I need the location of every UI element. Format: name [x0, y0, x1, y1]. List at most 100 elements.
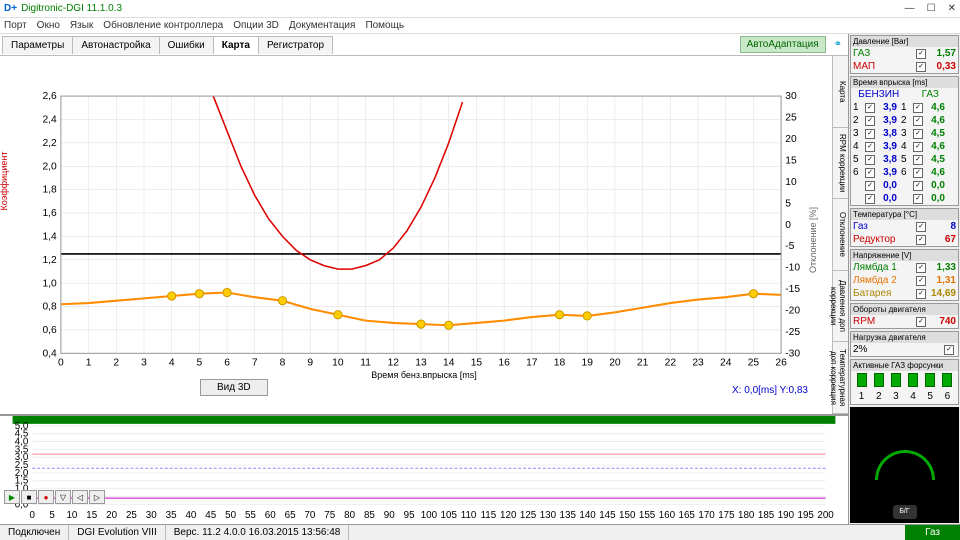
tab[interactable]: Автонастройка [72, 36, 159, 54]
svg-text:1,8: 1,8 [42, 185, 57, 196]
svg-text:30: 30 [146, 510, 157, 521]
svg-text:0,8: 0,8 [42, 302, 57, 313]
status-mode: Газ [905, 525, 960, 540]
main-chart[interactable]: 0,40,60,81,01,21,41,61,82,02,22,42,60123… [30, 62, 812, 408]
menu-item[interactable]: Документация [289, 20, 356, 31]
svg-text:170: 170 [698, 510, 715, 521]
svg-text:2,4: 2,4 [42, 115, 57, 126]
tab-bar: ПараметрыАвтонастройкаОшибкиКартаРегистр… [0, 34, 848, 56]
svg-text:-5: -5 [785, 241, 794, 252]
side-tab[interactable]: Температурная доп коррекция [833, 342, 848, 414]
svg-text:4: 4 [169, 358, 175, 369]
svg-text:5: 5 [49, 510, 55, 521]
svg-text:11: 11 [360, 358, 371, 369]
panel: Давление [Bar]ГАЗ✓1,57МАП✓0,33 [850, 35, 959, 74]
maximize-icon[interactable]: ☐ [927, 3, 936, 14]
svg-text:5,0: 5,0 [15, 421, 29, 432]
svg-text:120: 120 [500, 510, 517, 521]
svg-text:155: 155 [639, 510, 656, 521]
panel: Напряжение [V]Лямбда 1✓1,33Лямбда 2✓1,31… [850, 249, 959, 301]
menubar: Порт Окно Язык Обновление контроллера Опции … [0, 18, 960, 34]
svg-text:19: 19 [582, 358, 594, 369]
svg-text:15: 15 [86, 510, 97, 521]
svg-text:2,2: 2,2 [42, 138, 57, 149]
svg-text:175: 175 [718, 510, 735, 521]
strip-btn[interactable]: ▷ [89, 490, 105, 504]
svg-text:0: 0 [58, 358, 64, 369]
svg-text:140: 140 [579, 510, 596, 521]
svg-text:7: 7 [252, 358, 258, 369]
svg-text:150: 150 [619, 510, 636, 521]
minimize-icon[interactable]: — [905, 3, 915, 14]
side-tab[interactable]: RPM коррекции [833, 128, 848, 200]
mode-gauge[interactable]: Б/Г [850, 407, 959, 523]
app-logo: D+ [4, 3, 17, 14]
svg-text:180: 180 [738, 510, 755, 521]
tab[interactable]: Ошибки [159, 36, 214, 54]
auto-adapt-button[interactable]: АвтоАдаптация [740, 36, 826, 53]
tab[interactable]: Регистратор [258, 36, 333, 54]
tab[interactable]: Карта [213, 36, 259, 54]
svg-text:0,4: 0,4 [42, 348, 57, 359]
strip-btn[interactable]: ▶ [4, 490, 20, 504]
svg-text:130: 130 [540, 510, 557, 521]
svg-text:75: 75 [324, 510, 335, 521]
svg-text:3: 3 [141, 358, 147, 369]
svg-text:100: 100 [421, 510, 438, 521]
svg-text:20: 20 [609, 358, 621, 369]
menu-item[interactable]: Язык [70, 20, 93, 31]
menu-item[interactable]: Порт [4, 20, 27, 31]
strip-btn[interactable]: ■ [21, 490, 37, 504]
svg-text:25: 25 [748, 358, 760, 369]
svg-text:18: 18 [554, 358, 566, 369]
svg-text:0,6: 0,6 [42, 325, 57, 336]
svg-text:10: 10 [66, 510, 77, 521]
svg-text:2,0: 2,0 [42, 161, 57, 172]
svg-text:185: 185 [758, 510, 775, 521]
svg-text:85: 85 [364, 510, 375, 521]
svg-text:1,6: 1,6 [42, 208, 57, 219]
svg-text:-10: -10 [785, 263, 800, 274]
close-icon[interactable]: ✕ [948, 3, 956, 14]
svg-text:8: 8 [280, 358, 286, 369]
svg-text:14: 14 [443, 358, 455, 369]
svg-text:6: 6 [224, 358, 230, 369]
strip-btn[interactable]: ● [38, 490, 54, 504]
svg-text:135: 135 [560, 510, 577, 521]
side-tab[interactable]: Давления доп коррекции [833, 271, 848, 343]
svg-text:145: 145 [599, 510, 616, 521]
window-title: Digitronic-DGI 11.1.0.3 [21, 3, 122, 14]
svg-text:1,2: 1,2 [42, 255, 57, 266]
panel: Температура [°C]Газ✓8Редуктор✓67 [850, 208, 959, 247]
right-panel: Давление [Bar]ГАЗ✓1,57МАП✓0,33Время впры… [848, 34, 960, 524]
svg-text:-25: -25 [785, 327, 800, 338]
side-tab[interactable]: Карта [833, 56, 848, 128]
panel: Нагрузка двигателя2%✓ [850, 331, 959, 357]
menu-item[interactable]: Опции 3D [233, 20, 279, 31]
x-axis-label: Время бенз.впрыска [ms] [371, 370, 477, 380]
strip-btn[interactable]: ◁ [72, 490, 88, 504]
svg-text:15: 15 [471, 358, 483, 369]
tab[interactable]: Параметры [2, 36, 73, 54]
svg-text:24: 24 [720, 358, 732, 369]
cursor-coords: X: 0,0[ms] Y:0,83 [732, 385, 808, 396]
svg-text:1: 1 [86, 358, 92, 369]
svg-text:-20: -20 [785, 306, 800, 317]
svg-text:21: 21 [637, 358, 649, 369]
y-axis-label: Коэффициент [0, 152, 9, 211]
svg-text:2,6: 2,6 [42, 91, 57, 102]
svg-text:70: 70 [304, 510, 315, 521]
svg-text:200: 200 [817, 510, 834, 521]
strip-btn[interactable]: ▽ [55, 490, 71, 504]
svg-text:55: 55 [245, 510, 256, 521]
strip-chart[interactable]: 0,00,51,01,52,02,53,03,54,04,55,00510152… [0, 414, 848, 524]
menu-item[interactable]: Обновление контроллера [103, 20, 223, 31]
menu-item[interactable]: Окно [37, 20, 60, 31]
side-tab[interactable]: Отклонение [833, 199, 848, 271]
bluetooth-icon[interactable]: ⚭ [834, 39, 842, 50]
svg-text:25: 25 [126, 510, 137, 521]
menu-item[interactable]: Помощь [365, 20, 404, 31]
status-connection: Подключен [0, 525, 69, 540]
view-3d-button[interactable]: Вид 3D [200, 379, 268, 396]
svg-text:190: 190 [778, 510, 795, 521]
